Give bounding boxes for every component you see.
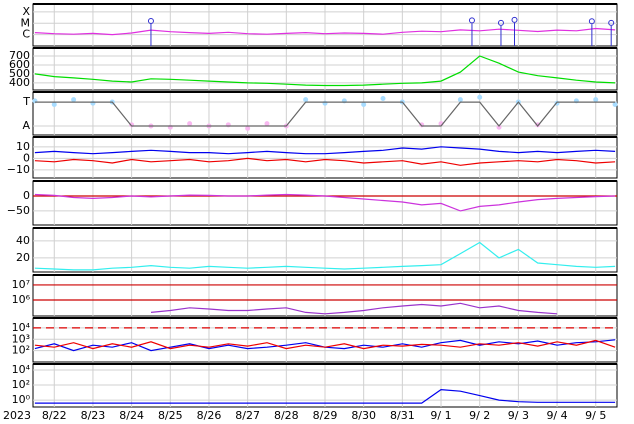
data-point [51, 101, 57, 107]
data-point [593, 97, 599, 103]
y-tick-label: 10⁶ [12, 293, 31, 306]
data-point [511, 16, 518, 23]
data-line [34, 388, 616, 404]
y-tick-label: M [21, 16, 31, 29]
y-tick-label: X [22, 5, 30, 18]
x-tick-label: 8/29 [313, 409, 338, 422]
data-line [34, 241, 616, 271]
data-point [612, 101, 618, 107]
y-tick-label: C [22, 28, 30, 41]
x-tick-label: 8/25 [158, 409, 183, 422]
x-tick-label: 9/ 3 [508, 409, 529, 422]
data-line [34, 146, 616, 155]
x-tick-label: 9/ 2 [469, 409, 490, 422]
data-point [187, 121, 193, 127]
y-tick-label: −10 [7, 163, 30, 176]
data-line [34, 339, 616, 350]
x-tick-label: 9/ 5 [585, 409, 606, 422]
x-tick-label: 9/ 1 [430, 409, 451, 422]
data-point [147, 17, 154, 24]
data-point [468, 17, 475, 24]
x-axis-label: 2023 [3, 409, 31, 422]
x-tick-label: 8/24 [119, 409, 144, 422]
y-tick-label: 10³ [12, 332, 30, 345]
y-tick-label: 0 [23, 151, 30, 164]
data-point [477, 94, 483, 100]
x-tick-label: 8/31 [390, 409, 415, 422]
data-line [34, 27, 616, 36]
data-point [380, 95, 386, 101]
y-tick-label: 10⁴ [12, 363, 31, 376]
data-point [588, 18, 595, 25]
y-tick-label: 10⁷ [12, 278, 30, 291]
y-tick-label: 10⁴ [12, 321, 31, 334]
data-line [34, 193, 616, 212]
data-line [34, 101, 616, 127]
y-tick-label: −50 [7, 204, 30, 217]
x-tick-label: 8/23 [81, 409, 106, 422]
y-tick-label: 0 [23, 189, 30, 202]
y-tick-label: 600 [9, 58, 30, 71]
data-point [361, 101, 367, 107]
y-tick-label: 700 [9, 49, 30, 62]
y-tick-label: 400 [9, 76, 30, 89]
data-point [303, 97, 309, 103]
data-line [34, 55, 616, 87]
y-tick-label: A [22, 119, 30, 132]
x-tick-label: 9/ 4 [546, 409, 567, 422]
x-tick-label: 8/26 [197, 409, 222, 422]
x-tick-label: 8/28 [274, 409, 299, 422]
x-tick-label: 8/22 [42, 409, 67, 422]
data-line [34, 157, 616, 166]
data-point [497, 19, 504, 26]
y-tick-label: 20 [16, 251, 30, 264]
data-point [245, 125, 251, 131]
data-line [150, 302, 558, 315]
data-point [264, 121, 270, 127]
y-tick-label: 10² [12, 344, 30, 357]
x-tick-label: 8/27 [235, 409, 260, 422]
y-tick-label: T [22, 95, 30, 108]
data-point [608, 19, 615, 26]
y-tick-label: 10 [16, 140, 30, 153]
y-tick-label: 500 [9, 67, 30, 80]
x-tick-label: 8/30 [351, 409, 376, 422]
y-tick-label: 40 [16, 234, 30, 247]
y-tick-label: 10² [12, 378, 30, 391]
data-point [71, 97, 77, 103]
data-point [457, 97, 463, 103]
y-tick-label: 10⁰ [12, 393, 31, 406]
